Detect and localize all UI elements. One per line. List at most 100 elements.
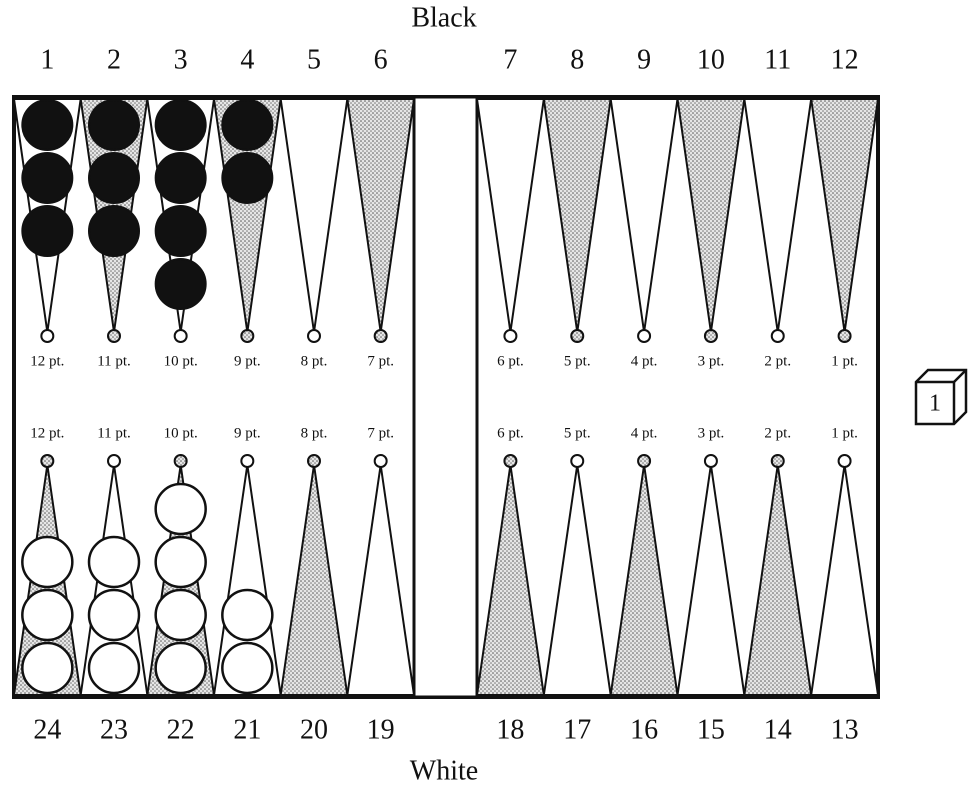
black-checker [154, 99, 207, 151]
black-checker [88, 152, 140, 204]
point-number: 13 [831, 714, 859, 745]
point-tip [770, 329, 785, 343]
black-checker [221, 152, 274, 204]
point-triangle [212, 464, 282, 696]
black-checker [21, 205, 74, 257]
white-checker [87, 641, 141, 695]
point-triangle [743, 98, 813, 333]
pip-label: 7 pt. [367, 425, 394, 441]
point-number: 9 [637, 44, 651, 75]
point-number: 23 [100, 714, 128, 745]
point-tip [240, 329, 255, 343]
point-number: 19 [367, 714, 395, 745]
pip-label: 2 pt. [764, 425, 791, 441]
point-number: 24 [33, 714, 61, 745]
point-triangle [609, 464, 679, 696]
pip-label: 5 pt. [564, 425, 591, 441]
point-triangle [279, 98, 349, 333]
black-checker [88, 99, 140, 151]
point-number: 3 [174, 44, 188, 75]
pip-label: 1 pt. [831, 425, 858, 441]
point-triangle [346, 98, 416, 333]
point-tip [570, 329, 585, 343]
point-tip [107, 454, 121, 468]
point-number: 8 [570, 44, 584, 75]
point-triangle [279, 464, 349, 696]
point-number: 5 [307, 44, 321, 75]
pip-label: 3 pt. [698, 425, 725, 441]
point-number: 10 [697, 44, 725, 75]
point-tip [173, 329, 188, 343]
pip-label: 7 pt. [367, 353, 394, 369]
white-checker [21, 535, 74, 589]
pip-label: 12 pt. [30, 425, 64, 441]
point-triangle [676, 98, 746, 333]
point-number: 1 [40, 44, 54, 75]
black-checker [88, 205, 140, 257]
point-number: 22 [167, 714, 195, 745]
point-tip [40, 454, 55, 468]
point-triangle [743, 464, 813, 696]
pip-label: 8 pt. [301, 353, 328, 369]
point-number: 14 [764, 714, 792, 745]
pip-label: 2 pt. [764, 353, 791, 369]
pip-label: 4 pt. [631, 425, 658, 441]
black-checker [154, 205, 207, 257]
white-label: White [410, 755, 478, 786]
white-checker [21, 641, 74, 695]
point-triangle [346, 464, 416, 696]
point-tip [770, 454, 785, 468]
point-tip [703, 329, 718, 343]
point-number: 20 [300, 714, 328, 745]
pip-label: 3 pt. [698, 353, 725, 369]
point-number: 2 [107, 44, 121, 75]
pip-label: 12 pt. [30, 353, 64, 369]
point-tip [107, 329, 121, 343]
white-checker [87, 588, 141, 642]
pip-label: 9 pt. [234, 353, 261, 369]
point-triangle [676, 464, 746, 696]
pip-label: 4 pt. [631, 353, 658, 369]
white-checker [154, 588, 207, 642]
point-number: 6 [374, 44, 388, 75]
point-triangle [212, 98, 282, 333]
doubling-cube: 1 [914, 368, 968, 426]
white-checker [87, 535, 141, 589]
pip-label: 10 pt. [164, 353, 198, 369]
pip-label: 6 pt. [497, 353, 524, 369]
point-number: 4 [240, 44, 254, 75]
point-tip [373, 329, 388, 343]
point-tip [637, 454, 652, 468]
point-triangle [542, 98, 612, 333]
white-checker [154, 535, 207, 589]
white-checker [154, 482, 207, 536]
point-tip [373, 454, 388, 468]
point-tip [837, 454, 852, 468]
point-tip [240, 454, 255, 468]
point-tip [703, 454, 718, 468]
bar [412, 95, 479, 699]
white-checker [154, 641, 207, 695]
point-tip [40, 329, 55, 343]
pip-label: 9 pt. [234, 425, 261, 441]
point-number: 16 [630, 714, 658, 745]
point-tip [503, 454, 518, 468]
point-number: 15 [697, 714, 725, 745]
point-triangle [810, 464, 880, 696]
point-tip [570, 454, 585, 468]
point-tip [637, 329, 652, 343]
black-checker [21, 99, 74, 151]
point-number: 18 [496, 714, 524, 745]
point-number: 7 [503, 44, 517, 75]
point-number: 17 [563, 714, 591, 745]
pip-label: 11 pt. [97, 353, 131, 369]
point-tip [307, 454, 321, 468]
black-checker [154, 258, 207, 310]
white-checker [21, 588, 74, 642]
point-tip [837, 329, 852, 343]
point-triangle [609, 98, 679, 333]
point-tip [307, 329, 321, 343]
white-checker [221, 588, 274, 642]
point-tip [503, 329, 518, 343]
